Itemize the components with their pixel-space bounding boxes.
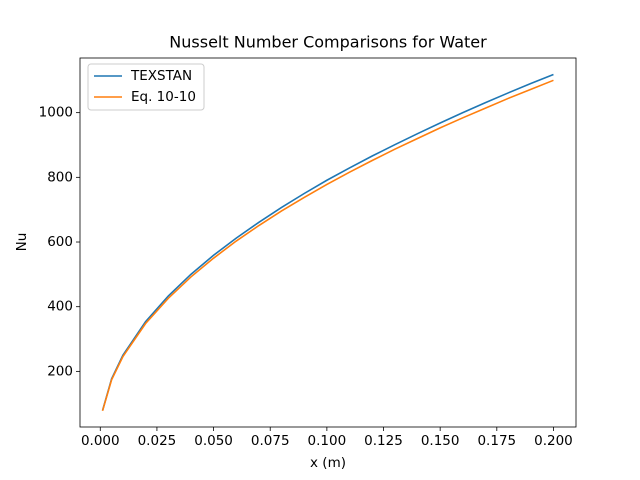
x-axis-label: x (m): [310, 455, 346, 471]
x-tick-label: 0.200: [534, 433, 573, 449]
y-tick-label: 1000: [39, 105, 73, 121]
y-axis-label: Nu: [14, 233, 30, 252]
series-line: [101, 79, 554, 412]
x-tick-label: 0.150: [421, 433, 460, 449]
plot-frame: [79, 57, 577, 428]
x-tick-label: 0.125: [364, 433, 403, 449]
x-tick-label: 0.000: [81, 433, 120, 449]
x-tick-label: 0.025: [138, 433, 177, 449]
y-tick-label: 200: [47, 363, 73, 379]
x-tick-label: 0.050: [194, 433, 233, 449]
y-tick-label: 800: [47, 169, 73, 185]
series-line: [101, 73, 554, 411]
legend-label: TEXSTAN: [130, 68, 192, 84]
x-tick-label: 0.175: [477, 433, 516, 449]
y-tick-label: 600: [47, 234, 73, 250]
y-tick-label: 400: [47, 299, 73, 315]
x-tick-label: 0.100: [308, 433, 347, 449]
chart-title: Nusselt Number Comparisons for Water: [169, 33, 487, 52]
legend-label: Eq. 10-10: [131, 89, 196, 105]
x-tick-label: 0.075: [251, 433, 290, 449]
